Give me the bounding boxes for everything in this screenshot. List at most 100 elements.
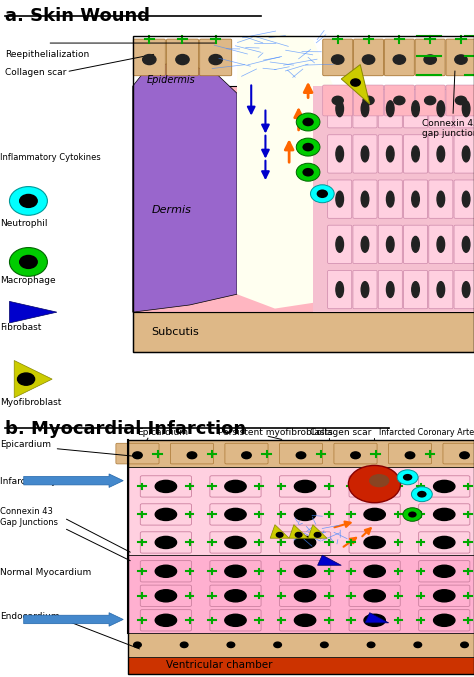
Ellipse shape: [294, 508, 316, 521]
Circle shape: [18, 373, 35, 385]
FancyBboxPatch shape: [454, 225, 474, 263]
Circle shape: [302, 118, 314, 127]
Bar: [313, 86, 474, 312]
Circle shape: [332, 55, 344, 64]
Circle shape: [176, 55, 189, 64]
FancyBboxPatch shape: [354, 39, 383, 76]
Ellipse shape: [225, 481, 246, 492]
Circle shape: [363, 55, 374, 64]
Text: a. Skin Wound: a. Skin Wound: [5, 7, 150, 25]
FancyBboxPatch shape: [349, 585, 400, 607]
Circle shape: [363, 96, 374, 105]
Ellipse shape: [434, 481, 455, 492]
FancyBboxPatch shape: [210, 609, 261, 631]
FancyBboxPatch shape: [403, 270, 428, 309]
Circle shape: [302, 143, 314, 152]
FancyBboxPatch shape: [429, 225, 453, 263]
Text: Fibrobast: Fibrobast: [0, 323, 41, 332]
Text: Inflammatory Cytokines: Inflammatory Cytokines: [0, 154, 101, 162]
FancyBboxPatch shape: [280, 585, 331, 607]
FancyBboxPatch shape: [415, 39, 445, 76]
Ellipse shape: [364, 536, 385, 548]
Text: Collagen scar: Collagen scar: [310, 428, 372, 437]
Ellipse shape: [225, 590, 246, 602]
Circle shape: [296, 163, 320, 181]
Text: Infarcted Myocardium: Infarcted Myocardium: [0, 477, 99, 486]
Bar: [128, 440, 474, 467]
Circle shape: [317, 190, 328, 198]
Circle shape: [397, 470, 418, 485]
Circle shape: [332, 96, 343, 105]
FancyBboxPatch shape: [378, 270, 402, 309]
FancyBboxPatch shape: [429, 180, 453, 218]
Text: Macrophage: Macrophage: [0, 276, 55, 286]
Ellipse shape: [412, 146, 419, 162]
Text: Reepithelialization: Reepithelialization: [5, 50, 89, 59]
Ellipse shape: [294, 481, 316, 492]
FancyBboxPatch shape: [403, 135, 428, 173]
FancyBboxPatch shape: [210, 561, 261, 582]
FancyBboxPatch shape: [140, 504, 191, 525]
FancyBboxPatch shape: [378, 180, 402, 218]
Ellipse shape: [294, 565, 316, 577]
Ellipse shape: [462, 146, 470, 162]
FancyBboxPatch shape: [328, 135, 352, 173]
FancyBboxPatch shape: [349, 476, 400, 497]
Bar: [133, 86, 474, 312]
Circle shape: [424, 55, 436, 64]
FancyBboxPatch shape: [419, 609, 470, 631]
FancyBboxPatch shape: [403, 180, 428, 218]
FancyBboxPatch shape: [388, 443, 431, 464]
Ellipse shape: [412, 101, 419, 116]
FancyBboxPatch shape: [210, 585, 261, 607]
Bar: [128, 555, 474, 633]
Circle shape: [456, 96, 466, 105]
Circle shape: [351, 452, 360, 459]
FancyBboxPatch shape: [279, 443, 322, 464]
Bar: [133, 36, 474, 351]
Polygon shape: [365, 613, 389, 623]
FancyArrow shape: [24, 474, 123, 487]
FancyBboxPatch shape: [328, 270, 352, 309]
Text: Persistent myofibroblasts: Persistent myofibroblasts: [218, 428, 333, 437]
Ellipse shape: [437, 146, 445, 162]
Ellipse shape: [462, 236, 470, 253]
Circle shape: [310, 185, 334, 202]
Ellipse shape: [412, 282, 419, 297]
Ellipse shape: [386, 146, 394, 162]
Text: Endocardium: Endocardium: [0, 613, 60, 621]
Ellipse shape: [225, 536, 246, 548]
FancyBboxPatch shape: [140, 561, 191, 582]
FancyBboxPatch shape: [140, 532, 191, 553]
Bar: [128, 633, 474, 657]
Circle shape: [134, 642, 141, 647]
FancyBboxPatch shape: [140, 476, 191, 497]
Ellipse shape: [294, 590, 316, 602]
Ellipse shape: [434, 590, 455, 602]
Circle shape: [425, 96, 436, 105]
Ellipse shape: [361, 236, 369, 253]
Ellipse shape: [155, 508, 176, 521]
Ellipse shape: [364, 614, 385, 626]
Ellipse shape: [294, 536, 316, 548]
Circle shape: [209, 55, 222, 64]
FancyBboxPatch shape: [323, 85, 353, 116]
Ellipse shape: [225, 565, 246, 577]
FancyBboxPatch shape: [280, 504, 331, 525]
Ellipse shape: [437, 101, 445, 116]
Text: Neutrophil: Neutrophil: [0, 219, 47, 228]
Ellipse shape: [155, 536, 176, 548]
FancyBboxPatch shape: [429, 135, 453, 173]
Ellipse shape: [361, 146, 369, 162]
FancyBboxPatch shape: [334, 443, 377, 464]
FancyBboxPatch shape: [140, 585, 191, 607]
Ellipse shape: [437, 236, 445, 253]
Ellipse shape: [336, 146, 344, 162]
Circle shape: [19, 194, 38, 208]
Ellipse shape: [364, 481, 385, 492]
Text: Myofibroblast: Myofibroblast: [0, 397, 61, 406]
FancyBboxPatch shape: [419, 476, 470, 497]
FancyBboxPatch shape: [328, 180, 352, 218]
Circle shape: [187, 452, 197, 459]
Circle shape: [403, 508, 422, 521]
